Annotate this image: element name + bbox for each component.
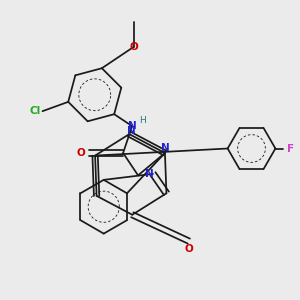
Text: O: O: [129, 42, 138, 52]
Text: N: N: [128, 121, 136, 131]
Text: O: O: [184, 244, 193, 254]
Text: N: N: [145, 169, 154, 179]
Text: O: O: [77, 148, 86, 158]
Text: Cl: Cl: [29, 106, 41, 116]
Text: N: N: [127, 125, 136, 136]
Text: F: F: [287, 143, 295, 154]
Text: N: N: [160, 142, 169, 153]
Text: H: H: [139, 116, 146, 124]
